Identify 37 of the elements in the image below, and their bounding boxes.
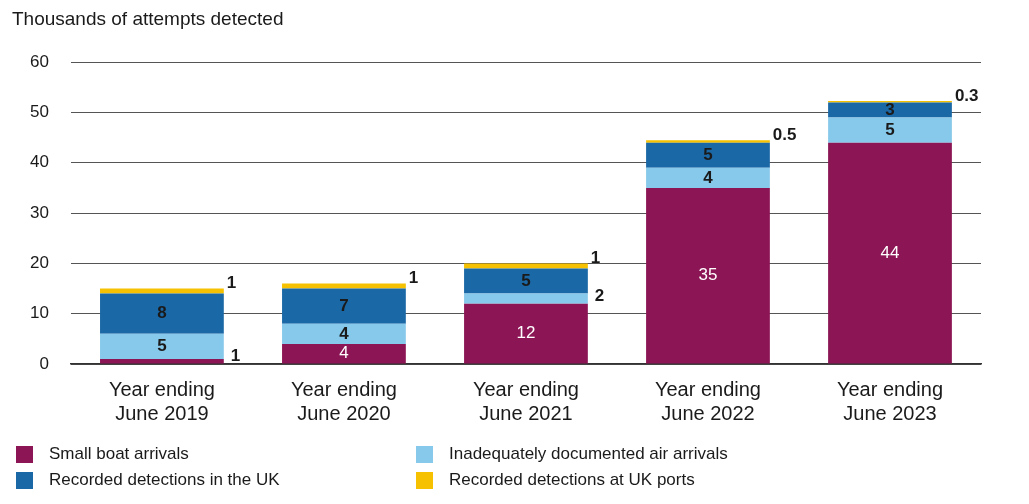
data-label: 35 bbox=[698, 265, 718, 285]
y-tick-label: 10 bbox=[29, 303, 49, 323]
data-label: 12 bbox=[516, 323, 536, 343]
data-label: 0.5 bbox=[772, 124, 797, 144]
y-axis-title: Thousands of attempts detected bbox=[12, 8, 285, 30]
data-label: 2 bbox=[594, 285, 605, 305]
x-tick-label: Year ending June 2023 bbox=[836, 377, 944, 424]
legend-label: Small boat arrivals bbox=[49, 444, 189, 464]
x-tick-label: Year ending June 2022 bbox=[654, 377, 761, 424]
y-tick-label: 50 bbox=[29, 102, 49, 122]
data-label: 4 bbox=[339, 323, 350, 343]
data-label: 1 bbox=[590, 248, 601, 268]
data-label: 3 bbox=[885, 99, 895, 119]
data-label: 7 bbox=[339, 295, 349, 315]
data-label: 44 bbox=[880, 242, 900, 262]
data-label: 1 bbox=[230, 345, 241, 365]
legend-label: Recorded detections in the UK bbox=[49, 470, 280, 490]
y-tick-label: 40 bbox=[29, 152, 49, 172]
x-tick-label: Year ending June 2019 bbox=[108, 377, 215, 424]
data-label: 5 bbox=[157, 336, 167, 356]
data-label: 0.3 bbox=[954, 85, 979, 105]
data-label: 5 bbox=[885, 119, 895, 139]
y-tick-label: 20 bbox=[29, 253, 49, 273]
x-tick-label: Year ending June 2021 bbox=[472, 377, 579, 424]
x-tick-label: Year ending June 2020 bbox=[290, 377, 397, 424]
legend-label: Recorded detections at UK ports bbox=[449, 470, 695, 490]
data-label: 1 bbox=[226, 273, 237, 293]
data-label: 8 bbox=[157, 303, 167, 323]
y-tick-label: 0 bbox=[39, 353, 49, 373]
data-label: 5 bbox=[703, 144, 713, 164]
data-label: 5 bbox=[521, 270, 531, 290]
data-label: 4 bbox=[703, 167, 714, 187]
legend-label: Inadequately documented air arrivals bbox=[449, 444, 728, 464]
data-label: 4 bbox=[339, 343, 349, 363]
data-label: 1 bbox=[408, 268, 419, 288]
y-tick-label: 60 bbox=[29, 51, 49, 71]
y-tick-label: 30 bbox=[29, 202, 49, 222]
